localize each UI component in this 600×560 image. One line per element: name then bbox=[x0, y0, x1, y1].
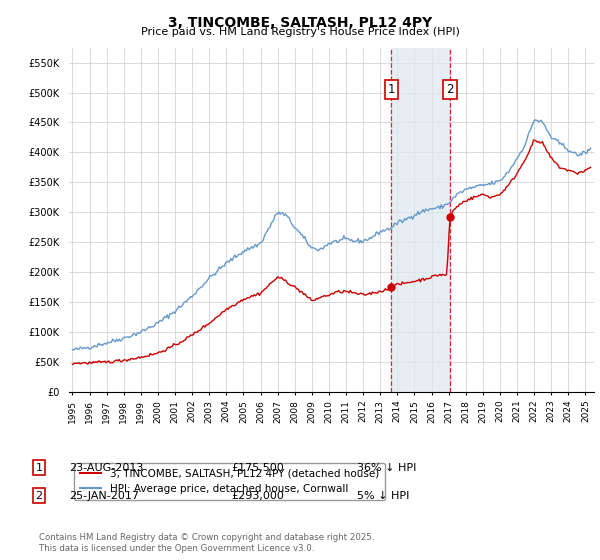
Text: £293,000: £293,000 bbox=[231, 491, 284, 501]
Text: Contains HM Land Registry data © Crown copyright and database right 2025.
This d: Contains HM Land Registry data © Crown c… bbox=[39, 533, 374, 553]
Text: 1: 1 bbox=[388, 83, 395, 96]
Text: 3, TINCOMBE, SALTASH, PL12 4PY: 3, TINCOMBE, SALTASH, PL12 4PY bbox=[168, 16, 432, 30]
Text: 5% ↓ HPI: 5% ↓ HPI bbox=[357, 491, 409, 501]
Legend: 3, TINCOMBE, SALTASH, PL12 4PY (detached house), HPI: Average price, detached ho: 3, TINCOMBE, SALTASH, PL12 4PY (detached… bbox=[74, 463, 385, 500]
Text: 1: 1 bbox=[35, 463, 43, 473]
Text: 36% ↓ HPI: 36% ↓ HPI bbox=[357, 463, 416, 473]
Text: 25-JAN-2017: 25-JAN-2017 bbox=[69, 491, 139, 501]
Text: 2: 2 bbox=[35, 491, 43, 501]
Text: £175,500: £175,500 bbox=[231, 463, 284, 473]
Text: 2: 2 bbox=[446, 83, 454, 96]
Text: 23-AUG-2013: 23-AUG-2013 bbox=[69, 463, 143, 473]
Bar bbox=[391, 48, 450, 392]
Text: Price paid vs. HM Land Registry's House Price Index (HPI): Price paid vs. HM Land Registry's House … bbox=[140, 27, 460, 37]
